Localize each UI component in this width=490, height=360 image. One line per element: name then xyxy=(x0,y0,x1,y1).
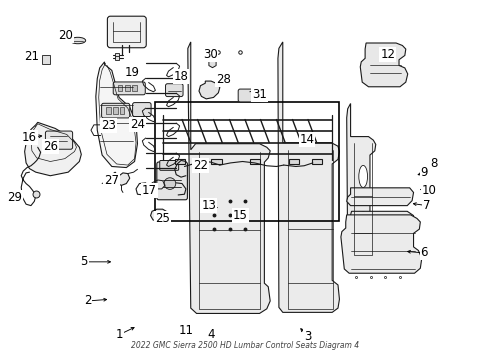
Text: 29: 29 xyxy=(7,190,23,204)
Text: 12: 12 xyxy=(380,48,395,61)
Text: 2: 2 xyxy=(84,294,91,307)
Text: 6: 6 xyxy=(420,247,428,260)
Bar xyxy=(132,85,137,91)
Text: 19: 19 xyxy=(125,66,140,79)
Text: 3: 3 xyxy=(304,330,312,343)
Text: 20: 20 xyxy=(58,30,73,42)
Polygon shape xyxy=(347,103,376,259)
Text: 1: 1 xyxy=(115,328,123,341)
FancyBboxPatch shape xyxy=(238,89,262,102)
Text: 16: 16 xyxy=(22,131,37,144)
Text: 11: 11 xyxy=(178,324,194,337)
FancyBboxPatch shape xyxy=(166,84,183,96)
Text: 4: 4 xyxy=(207,328,215,341)
Polygon shape xyxy=(278,42,340,312)
Ellipse shape xyxy=(359,212,368,234)
Text: 14: 14 xyxy=(299,132,315,145)
Text: 8: 8 xyxy=(430,157,438,171)
Polygon shape xyxy=(188,42,270,314)
Text: 21: 21 xyxy=(24,50,39,63)
Text: 28: 28 xyxy=(216,73,231,86)
Text: 10: 10 xyxy=(421,184,437,197)
Bar xyxy=(113,107,118,114)
Ellipse shape xyxy=(70,37,86,44)
Polygon shape xyxy=(360,43,408,87)
Text: 31: 31 xyxy=(252,88,267,101)
Text: 27: 27 xyxy=(104,174,119,186)
Bar xyxy=(118,85,122,91)
Polygon shape xyxy=(347,188,414,206)
Polygon shape xyxy=(341,215,422,273)
Text: 23: 23 xyxy=(101,120,116,132)
FancyBboxPatch shape xyxy=(46,131,73,149)
Ellipse shape xyxy=(359,165,368,188)
FancyBboxPatch shape xyxy=(107,16,146,48)
Bar xyxy=(211,159,222,165)
Polygon shape xyxy=(350,211,414,222)
Polygon shape xyxy=(150,209,169,222)
Bar xyxy=(125,85,130,91)
FancyBboxPatch shape xyxy=(101,103,130,118)
Text: 22: 22 xyxy=(193,159,208,172)
Bar xyxy=(250,159,261,165)
Text: 2022 GMC Sierra 2500 HD Lumbar Control Seats Diagram 4: 2022 GMC Sierra 2500 HD Lumbar Control S… xyxy=(131,341,359,350)
Bar xyxy=(106,107,111,114)
Text: 17: 17 xyxy=(142,184,157,197)
Bar xyxy=(120,107,124,114)
FancyBboxPatch shape xyxy=(157,162,187,200)
Bar xyxy=(42,55,50,64)
Bar xyxy=(312,159,322,165)
Bar xyxy=(175,159,185,165)
Text: 9: 9 xyxy=(420,166,428,179)
Polygon shape xyxy=(112,172,130,185)
Text: 25: 25 xyxy=(155,212,170,225)
Bar xyxy=(289,159,299,165)
Text: 30: 30 xyxy=(203,48,218,61)
Circle shape xyxy=(164,178,176,189)
Polygon shape xyxy=(199,81,220,99)
Polygon shape xyxy=(24,122,81,176)
Text: 7: 7 xyxy=(423,199,430,212)
Polygon shape xyxy=(96,62,138,167)
FancyBboxPatch shape xyxy=(133,103,151,117)
Text: 24: 24 xyxy=(130,118,145,131)
FancyBboxPatch shape xyxy=(113,82,145,95)
Text: 15: 15 xyxy=(233,209,247,222)
FancyBboxPatch shape xyxy=(160,161,179,170)
Text: 5: 5 xyxy=(80,255,88,268)
Text: 26: 26 xyxy=(43,140,58,153)
Text: 18: 18 xyxy=(173,70,189,83)
Text: 13: 13 xyxy=(201,199,216,212)
Bar xyxy=(155,102,340,221)
